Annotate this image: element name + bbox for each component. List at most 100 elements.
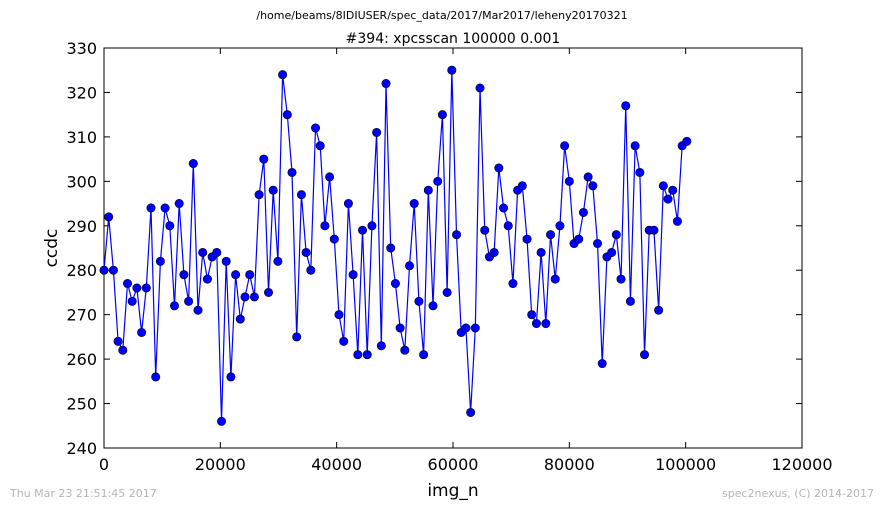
data-point xyxy=(141,283,151,293)
data-point xyxy=(654,305,664,315)
data-point xyxy=(607,247,617,257)
data-point xyxy=(588,181,598,191)
data-point xyxy=(249,292,259,302)
data-point xyxy=(264,287,274,297)
data-point xyxy=(381,79,391,89)
x-axis-label: img_n xyxy=(427,481,478,501)
data-point xyxy=(649,225,659,235)
data-point xyxy=(419,350,429,360)
data-point xyxy=(405,261,415,271)
data-point xyxy=(461,323,471,333)
data-point xyxy=(522,234,532,244)
data-point xyxy=(395,323,405,333)
data-point xyxy=(480,225,490,235)
data-point xyxy=(621,101,631,111)
data-point xyxy=(282,110,292,120)
data-point xyxy=(212,247,222,257)
data-point xyxy=(668,185,678,195)
data-point xyxy=(179,270,189,280)
data-point xyxy=(597,359,607,369)
data-point xyxy=(231,270,241,280)
data-point xyxy=(301,247,311,257)
data-point xyxy=(616,274,626,284)
y-tick-label: 330 xyxy=(66,39,97,58)
data-point xyxy=(630,141,640,151)
data-point xyxy=(245,270,255,280)
data-point xyxy=(339,336,349,346)
data-point xyxy=(226,372,236,382)
data-point xyxy=(386,243,396,253)
y-tick-label: 240 xyxy=(66,439,97,458)
data-point xyxy=(315,141,325,151)
data-point xyxy=(640,350,650,360)
data-point xyxy=(155,256,165,266)
data-point xyxy=(470,323,480,333)
data-point xyxy=(466,407,476,417)
data-point xyxy=(132,283,142,293)
data-point xyxy=(198,247,208,257)
data-point xyxy=(353,350,363,360)
data-point xyxy=(362,350,372,360)
data-point xyxy=(527,310,537,320)
path-subtitle: /home/beams/8IDIUSER/spec_data/2017/Mar2… xyxy=(256,9,627,22)
y-tick-label: 270 xyxy=(66,306,97,325)
data-point xyxy=(202,274,212,284)
data-point xyxy=(428,301,438,311)
data-point xyxy=(221,256,231,266)
data-point xyxy=(546,230,556,240)
data-point xyxy=(442,287,452,297)
data-point xyxy=(635,167,645,177)
data-point xyxy=(423,185,433,195)
data-point xyxy=(517,181,527,191)
data-point xyxy=(625,296,635,306)
y-tick-label: 250 xyxy=(66,395,97,414)
data-point xyxy=(433,176,443,186)
data-point xyxy=(390,279,400,289)
y-tick-label: 280 xyxy=(66,261,97,280)
data-point xyxy=(541,319,551,329)
data-point xyxy=(146,203,156,213)
data-point xyxy=(170,301,180,311)
data-point xyxy=(447,65,457,75)
x-tick-label: 60000 xyxy=(428,455,479,474)
y-tick-label: 320 xyxy=(66,83,97,102)
y-tick-label: 300 xyxy=(66,172,97,191)
data-point xyxy=(358,225,368,235)
data-point xyxy=(536,247,546,257)
data-point xyxy=(531,319,541,329)
data-point xyxy=(273,256,283,266)
data-point xyxy=(122,279,132,289)
data-point xyxy=(137,327,147,337)
data-point xyxy=(550,274,560,284)
data-point xyxy=(452,230,462,240)
y-tick-label: 260 xyxy=(66,350,97,369)
data-point xyxy=(593,239,603,249)
data-point xyxy=(118,345,128,355)
x-tick-label: 80000 xyxy=(544,455,595,474)
data-point xyxy=(235,314,245,324)
data-point xyxy=(658,181,668,191)
data-point xyxy=(108,265,118,275)
data-point xyxy=(259,154,269,164)
y-axis: 240 250 260 270 280 290 300 310 320 330 xyxy=(66,39,802,458)
x-axis: 0 20000 40000 60000 80000 100000 120000 xyxy=(99,48,833,474)
data-point xyxy=(475,83,485,93)
data-point xyxy=(414,296,424,306)
data-point xyxy=(240,292,250,302)
data-point xyxy=(682,136,692,146)
data-point xyxy=(160,203,170,213)
y-axis-label: ccdc xyxy=(42,229,62,268)
data-point xyxy=(560,141,570,151)
credit-footer: spec2nexus, (C) 2014-2017 xyxy=(722,487,874,500)
data-point xyxy=(184,296,194,306)
data-point xyxy=(113,336,123,346)
x-tick-label: 0 xyxy=(99,455,109,474)
data-point xyxy=(296,190,306,200)
x-tick-label: 100000 xyxy=(655,455,716,474)
y-tick-label: 310 xyxy=(66,128,97,147)
data-point xyxy=(287,167,297,177)
x-tick-label: 120000 xyxy=(771,455,832,474)
data-point xyxy=(188,159,198,169)
data-point xyxy=(165,221,175,231)
